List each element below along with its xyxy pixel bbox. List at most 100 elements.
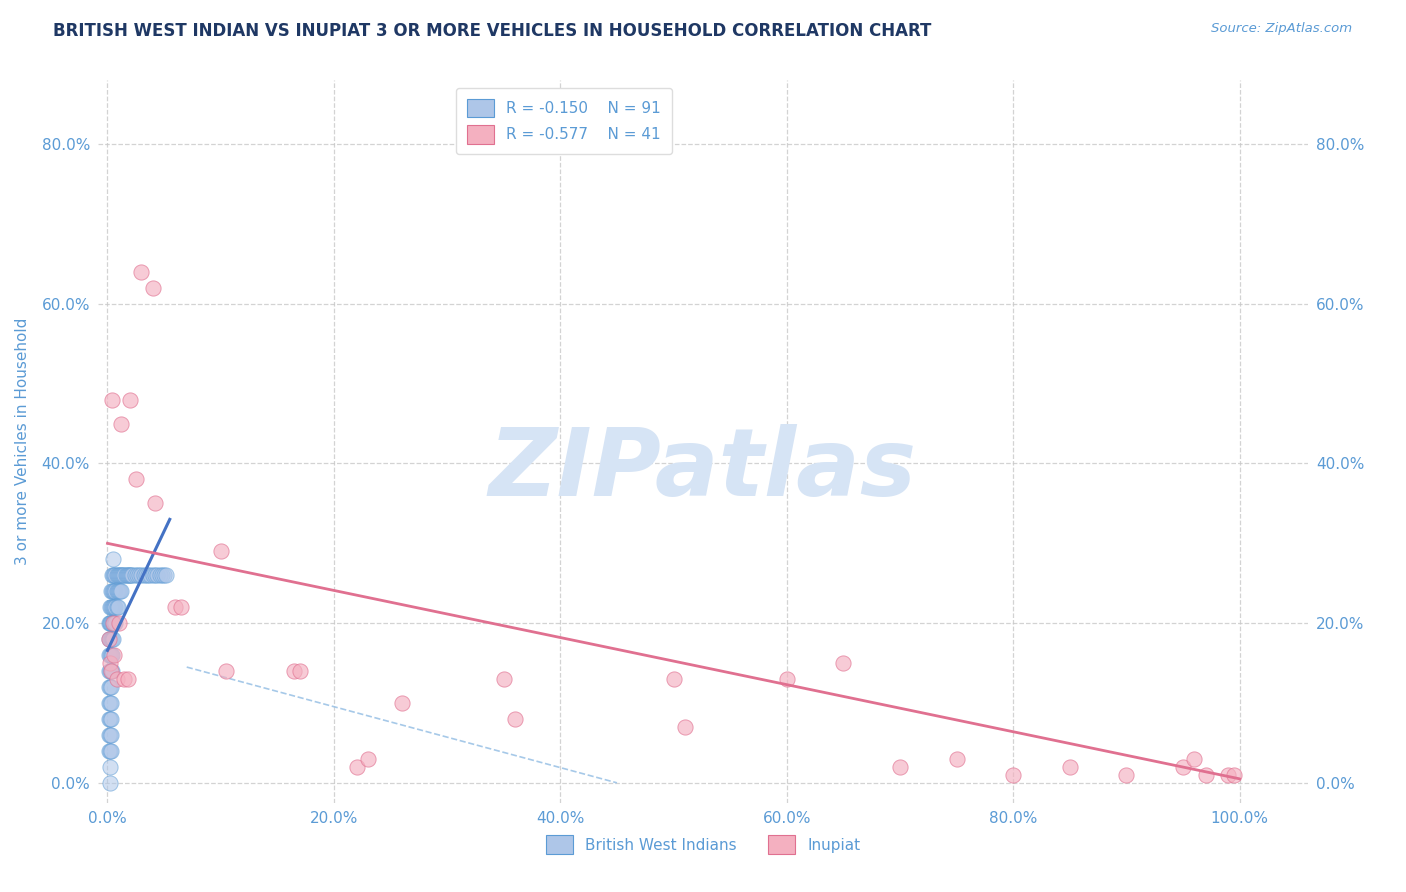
Point: [209, 544, 232, 558]
Point: [101, 584, 124, 599]
Legend: British West Indians, Inupiat: British West Indians, Inupiat: [540, 830, 866, 860]
Point: [101, 568, 124, 582]
Point: [97, 632, 120, 647]
Point: [1115, 768, 1137, 782]
Point: [492, 672, 515, 686]
Point: [114, 568, 136, 582]
Text: Source: ZipAtlas.com: Source: ZipAtlas.com: [1212, 22, 1353, 36]
Y-axis label: 3 or more Vehicles in Household: 3 or more Vehicles in Household: [15, 318, 31, 566]
Text: BRITISH WEST INDIAN VS INUPIAT 3 OR MORE VEHICLES IN HOUSEHOLD CORRELATION CHART: BRITISH WEST INDIAN VS INUPIAT 3 OR MORE…: [53, 22, 932, 40]
Point: [97, 728, 120, 742]
Point: [101, 392, 124, 407]
Point: [101, 584, 124, 599]
Point: [110, 568, 132, 582]
Point: [100, 696, 122, 710]
Point: [98, 696, 121, 710]
Point: [104, 616, 127, 631]
Point: [662, 672, 685, 686]
Point: [155, 568, 177, 582]
Point: [107, 568, 129, 582]
Point: [101, 600, 124, 615]
Point: [143, 568, 166, 582]
Point: [98, 680, 121, 694]
Point: [104, 584, 127, 599]
Point: [98, 632, 121, 647]
Text: ZIPatlas: ZIPatlas: [489, 425, 917, 516]
Point: [139, 568, 162, 582]
Point: [103, 616, 125, 631]
Point: [117, 672, 139, 686]
Point: [1059, 760, 1081, 774]
Point: [1223, 768, 1246, 782]
Point: [98, 616, 121, 631]
Point: [98, 760, 121, 774]
Point: [146, 568, 169, 582]
Point: [100, 600, 122, 615]
Point: [100, 616, 122, 631]
Point: [945, 752, 967, 766]
Point: [98, 776, 121, 790]
Point: [288, 664, 311, 678]
Point: [103, 600, 125, 615]
Point: [125, 473, 148, 487]
Point: [104, 568, 127, 582]
Point: [100, 584, 122, 599]
Point: [107, 584, 129, 599]
Point: [107, 600, 129, 615]
Point: [97, 680, 120, 694]
Point: [150, 568, 173, 582]
Point: [105, 584, 128, 599]
Point: [98, 648, 121, 662]
Point: [101, 600, 124, 615]
Point: [101, 632, 124, 647]
Point: [101, 664, 124, 678]
Point: [215, 664, 238, 678]
Point: [98, 664, 121, 678]
Point: [143, 496, 166, 510]
Point: [100, 712, 122, 726]
Point: [97, 664, 120, 678]
Point: [101, 632, 124, 647]
Point: [128, 568, 150, 582]
Point: [153, 568, 176, 582]
Point: [100, 728, 122, 742]
Point: [1218, 768, 1240, 782]
Point: [97, 648, 120, 662]
Point: [104, 600, 127, 615]
Point: [100, 664, 122, 678]
Point: [110, 417, 132, 431]
Point: [101, 552, 124, 566]
Point: [120, 568, 142, 582]
Point: [117, 568, 139, 582]
Point: [503, 712, 526, 726]
Point: [98, 656, 121, 670]
Point: [105, 568, 128, 582]
Point: [1171, 760, 1194, 774]
Point: [101, 648, 124, 662]
Point: [357, 752, 380, 766]
Point: [107, 584, 129, 599]
Point: [100, 648, 122, 662]
Point: [101, 616, 124, 631]
Point: [100, 632, 122, 647]
Point: [112, 568, 135, 582]
Point: [346, 760, 368, 774]
Point: [120, 568, 142, 582]
Point: [1195, 768, 1218, 782]
Point: [111, 568, 134, 582]
Point: [101, 568, 124, 582]
Point: [114, 672, 136, 686]
Point: [98, 712, 121, 726]
Point: [98, 600, 121, 615]
Point: [107, 616, 129, 631]
Point: [110, 584, 132, 599]
Point: [120, 392, 142, 407]
Point: [142, 568, 165, 582]
Point: [100, 680, 122, 694]
Point: [283, 664, 305, 678]
Point: [98, 744, 121, 758]
Point: [108, 568, 131, 582]
Point: [889, 760, 911, 774]
Point: [121, 568, 143, 582]
Point: [1182, 752, 1205, 766]
